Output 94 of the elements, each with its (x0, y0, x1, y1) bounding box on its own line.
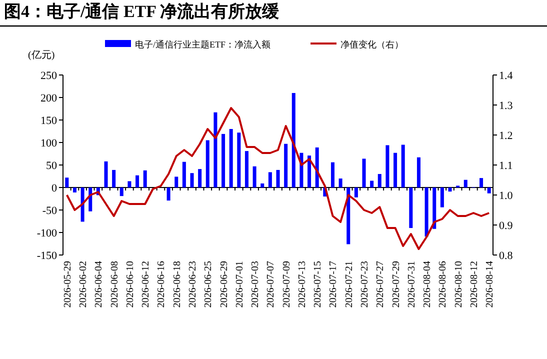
x-tick-label: 2026-06-18 (172, 261, 183, 308)
y-tick-label: 50 (46, 160, 58, 172)
y-tick-label: 250 (40, 70, 58, 82)
y2-tick-label: 0.8 (499, 250, 514, 262)
y2-tick-label: 1.4 (499, 70, 514, 82)
bar (143, 170, 147, 188)
x-tick-label: 2026-08-14 (484, 261, 496, 308)
bar (338, 178, 342, 188)
x-tick-label: 2026-06-04 (94, 261, 105, 308)
x-tick-label: 2026-06-23 (188, 261, 198, 308)
bar (487, 188, 491, 194)
bar (214, 112, 218, 188)
x-tick-label: 2026-05-29 (62, 261, 74, 308)
x-tick-label: 2026-06-16 (156, 261, 168, 308)
bar (198, 169, 202, 188)
legend-label: 净值变化（右） (340, 40, 404, 50)
x-tick-label: 2026-07-15 (312, 261, 324, 308)
x-tick-label: 2026-08-04 (422, 261, 434, 308)
x-tick-label: 2026-07-01 (234, 261, 246, 308)
bar (276, 170, 280, 188)
bar (448, 188, 452, 192)
bar (424, 188, 428, 237)
bar (292, 93, 296, 188)
bar (346, 188, 350, 244)
bar (128, 181, 132, 188)
bar (136, 175, 140, 188)
y2-tick-label: 1.2 (499, 130, 513, 142)
bar (112, 170, 116, 188)
bar (80, 188, 84, 222)
bar (401, 144, 405, 188)
bar (386, 145, 390, 188)
bar (190, 173, 194, 188)
bar (260, 183, 264, 188)
bar (252, 166, 256, 188)
x-tick-label: 2026-08-10 (453, 261, 464, 308)
bar (480, 178, 484, 188)
bar (416, 157, 420, 188)
y2-tick-label: 0.9 (499, 220, 514, 232)
y2-tick-label: 1.3 (499, 100, 514, 112)
bar (394, 152, 398, 188)
y-tick-label: -150 (36, 250, 58, 262)
y2-tick-label: 1.0 (499, 190, 514, 202)
x-tick-label: 2026-07-23 (360, 261, 370, 308)
bar (104, 161, 108, 188)
legend-label: 电子/通信行业主题ETF：净流入额 (135, 40, 271, 50)
bar (354, 188, 358, 198)
x-tick-label: 2026-07-03 (250, 261, 262, 308)
bar (72, 188, 76, 192)
y-tick-label: -100 (36, 228, 58, 240)
bar (284, 144, 288, 188)
bar (206, 140, 210, 188)
y-tick-label: 100 (40, 138, 58, 150)
x-tick-label: 2026-06-25 (203, 261, 214, 308)
y-tick-label: -50 (42, 205, 58, 217)
bar (182, 162, 186, 188)
bar (120, 188, 124, 196)
bar (440, 188, 444, 208)
bar (432, 188, 436, 229)
bar (362, 158, 366, 188)
y-tick-label: 200 (40, 92, 58, 104)
x-tick-label: 2026-07-21 (344, 261, 355, 308)
x-tick-label: 2026-07-13 (296, 261, 308, 308)
x-tick-label: 2026-07-31 (406, 261, 418, 308)
bar (222, 134, 226, 188)
bar (268, 172, 272, 188)
chart-title: 图4：电子/通信 ETF 净流出有所放缓 (4, 2, 280, 21)
x-tick-label: 2026-06-29 (218, 261, 230, 308)
bar (378, 174, 382, 188)
bar (308, 156, 312, 188)
bar (237, 132, 241, 188)
x-tick-label: 2026-06-12 (140, 261, 152, 308)
x-tick-label: 2026-06-10 (124, 261, 136, 308)
bar (65, 178, 69, 188)
x-tick-label: 2026-07-29 (390, 261, 402, 308)
x-tick-label: 2026-07-07 (266, 261, 277, 308)
bar (174, 176, 178, 188)
bar (464, 180, 468, 188)
x-tick-label: 2026-07-17 (328, 261, 340, 308)
x-tick-label: 2026-08-06 (438, 261, 449, 308)
bar (229, 129, 233, 188)
x-tick-label: 2026-08-12 (468, 261, 480, 308)
bar (330, 162, 334, 188)
bar (370, 180, 374, 188)
x-tick-label: 2026-07-27 (375, 261, 386, 308)
bar (409, 188, 413, 228)
y2-tick-label: 1.1 (499, 160, 513, 172)
y-axis-title: (亿元) (28, 50, 55, 61)
bar (244, 151, 248, 188)
x-tick-label: 2026-06-08 (109, 261, 120, 308)
y-tick-label: 150 (40, 115, 58, 127)
x-tick-label: 2026-06-02 (78, 261, 90, 308)
x-tick-label: 2026-07-09 (281, 261, 292, 308)
y-tick-label: 0 (52, 182, 58, 194)
bar (166, 188, 170, 201)
